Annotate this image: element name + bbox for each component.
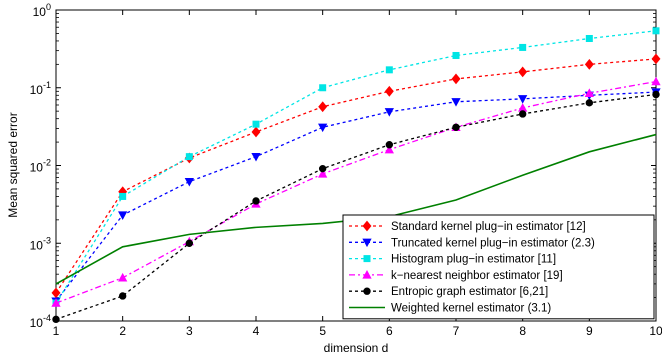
data-point [452, 123, 460, 131]
data-point [185, 239, 194, 247]
y-tick-base: 10 [33, 5, 47, 19]
legend-entry: Standard kernel plug−in estimator [12] [349, 220, 586, 233]
data-point [118, 272, 128, 282]
data-point [585, 99, 594, 107]
data-point [452, 51, 460, 59]
data-point [652, 27, 660, 35]
series-line [55, 93, 657, 320]
y-tick-exponent: -3 [43, 235, 51, 245]
data-point [384, 108, 394, 117]
data-point [518, 110, 527, 118]
legend-marker [362, 270, 372, 279]
y-tick-exponent: 0 [46, 2, 51, 12]
x-tick-label: 8 [519, 324, 526, 338]
x-tick-label: 2 [119, 324, 126, 338]
legend-label: Weighted kernel estimator (3.1) [391, 303, 551, 315]
legend-marker [362, 238, 372, 248]
x-axis-label: dimension d [324, 341, 389, 355]
legend-entry: k−nearest neighbor estimator [19] [349, 270, 563, 282]
y-axis-label: Mean squared error [6, 112, 20, 217]
y-tick-label: 10-1 [30, 80, 51, 97]
series-1 [51, 88, 661, 307]
y-tick-exponent: -2 [43, 158, 51, 168]
data-point [251, 126, 261, 138]
x-tick-label: 7 [453, 324, 460, 338]
data-point [252, 120, 260, 128]
data-point [318, 123, 328, 133]
legend-marker [363, 287, 371, 295]
series-line [55, 80, 657, 304]
legend-marker [363, 255, 371, 263]
data-point [584, 88, 594, 97]
data-point [318, 169, 328, 178]
y-tick-exponent: -4 [43, 313, 51, 323]
legend-entry: Truncated kernel plug−in estimator (2.3) [349, 237, 595, 249]
data-point [384, 85, 394, 97]
x-tick-label: 1 [53, 324, 60, 338]
data-point [518, 66, 528, 78]
legend-entry: Weighted kernel estimator (3.1) [349, 303, 551, 315]
legend-entry: Entropic graph estimator [6,21] [349, 286, 548, 298]
x-tick-label: 4 [253, 324, 260, 338]
data-point [651, 76, 661, 86]
y-tick-base: 10 [30, 83, 44, 97]
x-tick-label: 10 [649, 324, 662, 338]
data-point [451, 73, 461, 85]
legend-marker [362, 220, 372, 232]
data-point [385, 141, 394, 149]
data-point [451, 98, 461, 107]
y-tick-base: 10 [30, 238, 44, 252]
legend-box [342, 214, 655, 320]
data-point [518, 95, 528, 104]
data-point [185, 153, 193, 161]
series-line [55, 58, 657, 294]
legend-label: Truncated kernel plug−in estimator (2.3) [391, 237, 595, 249]
legend: Standard kernel plug−in estimator [12] Tr… [342, 214, 655, 320]
data-point [118, 292, 127, 300]
y-tick-label: 100 [33, 2, 51, 19]
y-tick-label: 10-2 [30, 158, 51, 175]
data-point [384, 144, 394, 154]
x-tick-label: 6 [386, 324, 393, 338]
series-line [55, 30, 657, 304]
data-point [585, 34, 593, 42]
data-point [52, 315, 60, 324]
data-point [251, 152, 261, 162]
data-point [584, 58, 594, 70]
y-tick-label: 10-3 [30, 235, 51, 252]
y-tick-label: 10-4 [30, 313, 51, 330]
y-tick-exponent: -1 [43, 80, 51, 90]
series-layer [51, 27, 661, 324]
legend-entry: Histogram plug−in estimator [11] [349, 254, 556, 266]
data-point [319, 84, 327, 92]
x-tick-label: 5 [319, 324, 326, 338]
data-point [118, 211, 128, 220]
data-point [652, 90, 660, 99]
legend-label: Standard kernel plug−in estimator [12] [391, 221, 586, 233]
legend-label: k−nearest neighbor estimator [19] [391, 270, 563, 282]
y-tick-base: 10 [30, 316, 44, 330]
series-2 [52, 27, 660, 307]
data-point [318, 164, 327, 173]
data-point [119, 192, 127, 200]
series-line [55, 91, 657, 302]
data-point [318, 101, 328, 113]
series-4 [52, 90, 660, 324]
x-tick-label: 3 [186, 324, 193, 338]
data-point [184, 177, 194, 187]
y-tick-base: 10 [30, 161, 44, 175]
data-point [519, 43, 527, 51]
data-point [385, 66, 393, 74]
legend-label: Entropic graph estimator [6,21] [391, 286, 548, 298]
data-point [651, 53, 661, 65]
data-point [252, 197, 260, 205]
legend-label: Histogram plug−in estimator [11] [391, 254, 556, 266]
data-point [51, 298, 61, 307]
x-tick-label: 9 [586, 324, 593, 338]
